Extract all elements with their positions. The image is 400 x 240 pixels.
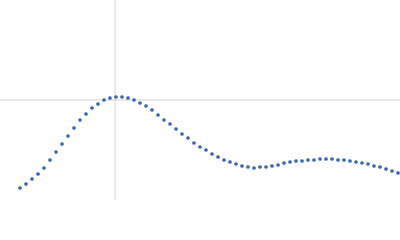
data-point [42,166,46,170]
data-point [228,160,232,164]
data-point [384,167,388,171]
data-point [270,164,274,168]
data-point [18,186,22,190]
data-point [36,172,40,176]
data-point [90,106,94,110]
data-point [96,102,100,106]
data-point [282,161,286,165]
data-point [324,157,328,161]
data-point [120,95,124,99]
chart [0,0,400,200]
data-point [216,155,220,159]
data-point [318,157,322,161]
data-point [132,98,136,102]
data-point [54,150,58,154]
data-point [180,132,184,136]
data-point [348,159,352,163]
data-point [366,162,370,166]
data-point [66,134,70,138]
data-point [222,158,226,162]
data-point [114,95,118,99]
data-point [264,165,268,169]
data-point [360,161,364,165]
data-point [330,157,334,161]
data-point [390,169,394,173]
data-point [342,158,346,162]
data-point [288,160,292,164]
data-point [246,165,250,169]
data-point [162,118,166,122]
data-point [354,160,358,164]
data-point [258,165,262,169]
data-point [294,159,298,163]
data-point [396,171,400,175]
data-point [252,166,256,170]
data-point [30,177,34,181]
data-point [84,112,88,116]
data-point [198,145,202,149]
data-point [138,101,142,105]
data-point [210,152,214,156]
data-point [126,96,130,100]
data-point [306,158,310,162]
data-point [234,162,238,166]
data-point [72,126,76,130]
data-point [156,113,160,117]
data-point [204,148,208,152]
data-point [186,136,190,140]
data-point [336,158,340,162]
data-point [276,163,280,167]
data-point [174,127,178,131]
data-point [300,159,304,163]
data-point [372,164,376,168]
data-point [78,118,82,122]
data-point [48,158,52,162]
data-point [108,96,112,100]
data-point [150,108,154,112]
data-point [240,164,244,168]
data-point [168,122,172,126]
data-point [60,142,64,146]
data-point [144,104,148,108]
data-point [192,141,196,145]
data-point [312,158,316,162]
data-point [24,182,28,186]
data-point [102,98,106,102]
data-point [378,165,382,169]
